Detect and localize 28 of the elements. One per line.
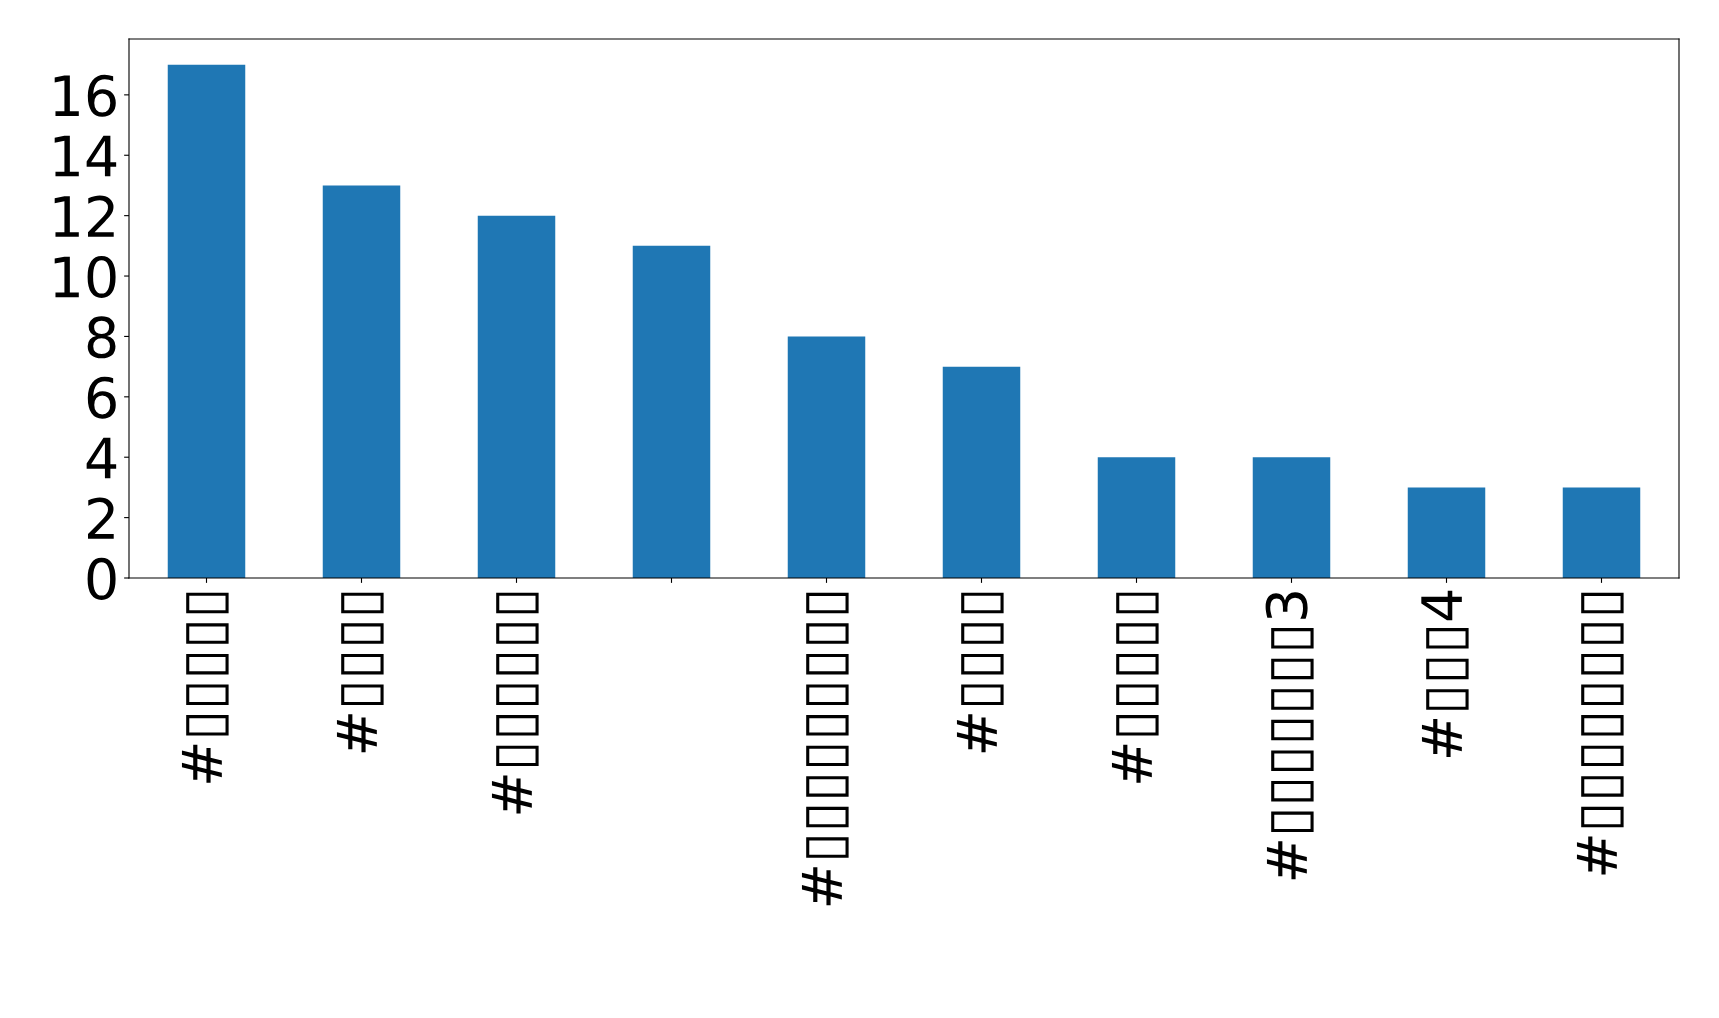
x-tick-label: #▯▯▯▯ [336, 592, 384, 753]
x-tick-label: #▯▯▯▯▯▯▯3 [1265, 592, 1314, 880]
y-tick-label: 4 [86, 437, 117, 479]
bar [942, 366, 1021, 578]
y-tick-label: 2 [88, 497, 114, 539]
bar [477, 215, 556, 578]
x-tick-label: #▯▯▯▯ [956, 592, 1004, 753]
x-tick-label: #▯▯▯▯▯▯▯▯▯ [801, 592, 849, 906]
bar [632, 245, 711, 578]
y-tick-label: 12 [54, 195, 114, 237]
bar [1252, 457, 1331, 578]
bar [787, 336, 866, 578]
y-tick-label: 0 [87, 557, 116, 600]
y-tick-label: 10 [54, 255, 116, 298]
bar [1562, 487, 1641, 578]
x-tick-label: #▯▯▯▯▯ [1111, 592, 1159, 783]
bar [1407, 487, 1486, 578]
bar [167, 64, 246, 578]
x-tick-label: #▯▯▯▯▯ [181, 592, 229, 783]
bar [322, 185, 401, 578]
x-tick-label: #▯▯▯4 [1421, 590, 1469, 758]
x-tick-label: #▯▯▯▯▯▯ [491, 592, 539, 814]
x-tick-label: #▯▯▯▯▯▯▯▯ [1576, 592, 1624, 875]
y-tick-label: 14 [54, 135, 117, 177]
y-tick-label: 8 [87, 316, 116, 359]
bar [1097, 457, 1176, 578]
y-tick-label: 16 [54, 74, 116, 117]
y-tick-label: 6 [87, 376, 116, 419]
